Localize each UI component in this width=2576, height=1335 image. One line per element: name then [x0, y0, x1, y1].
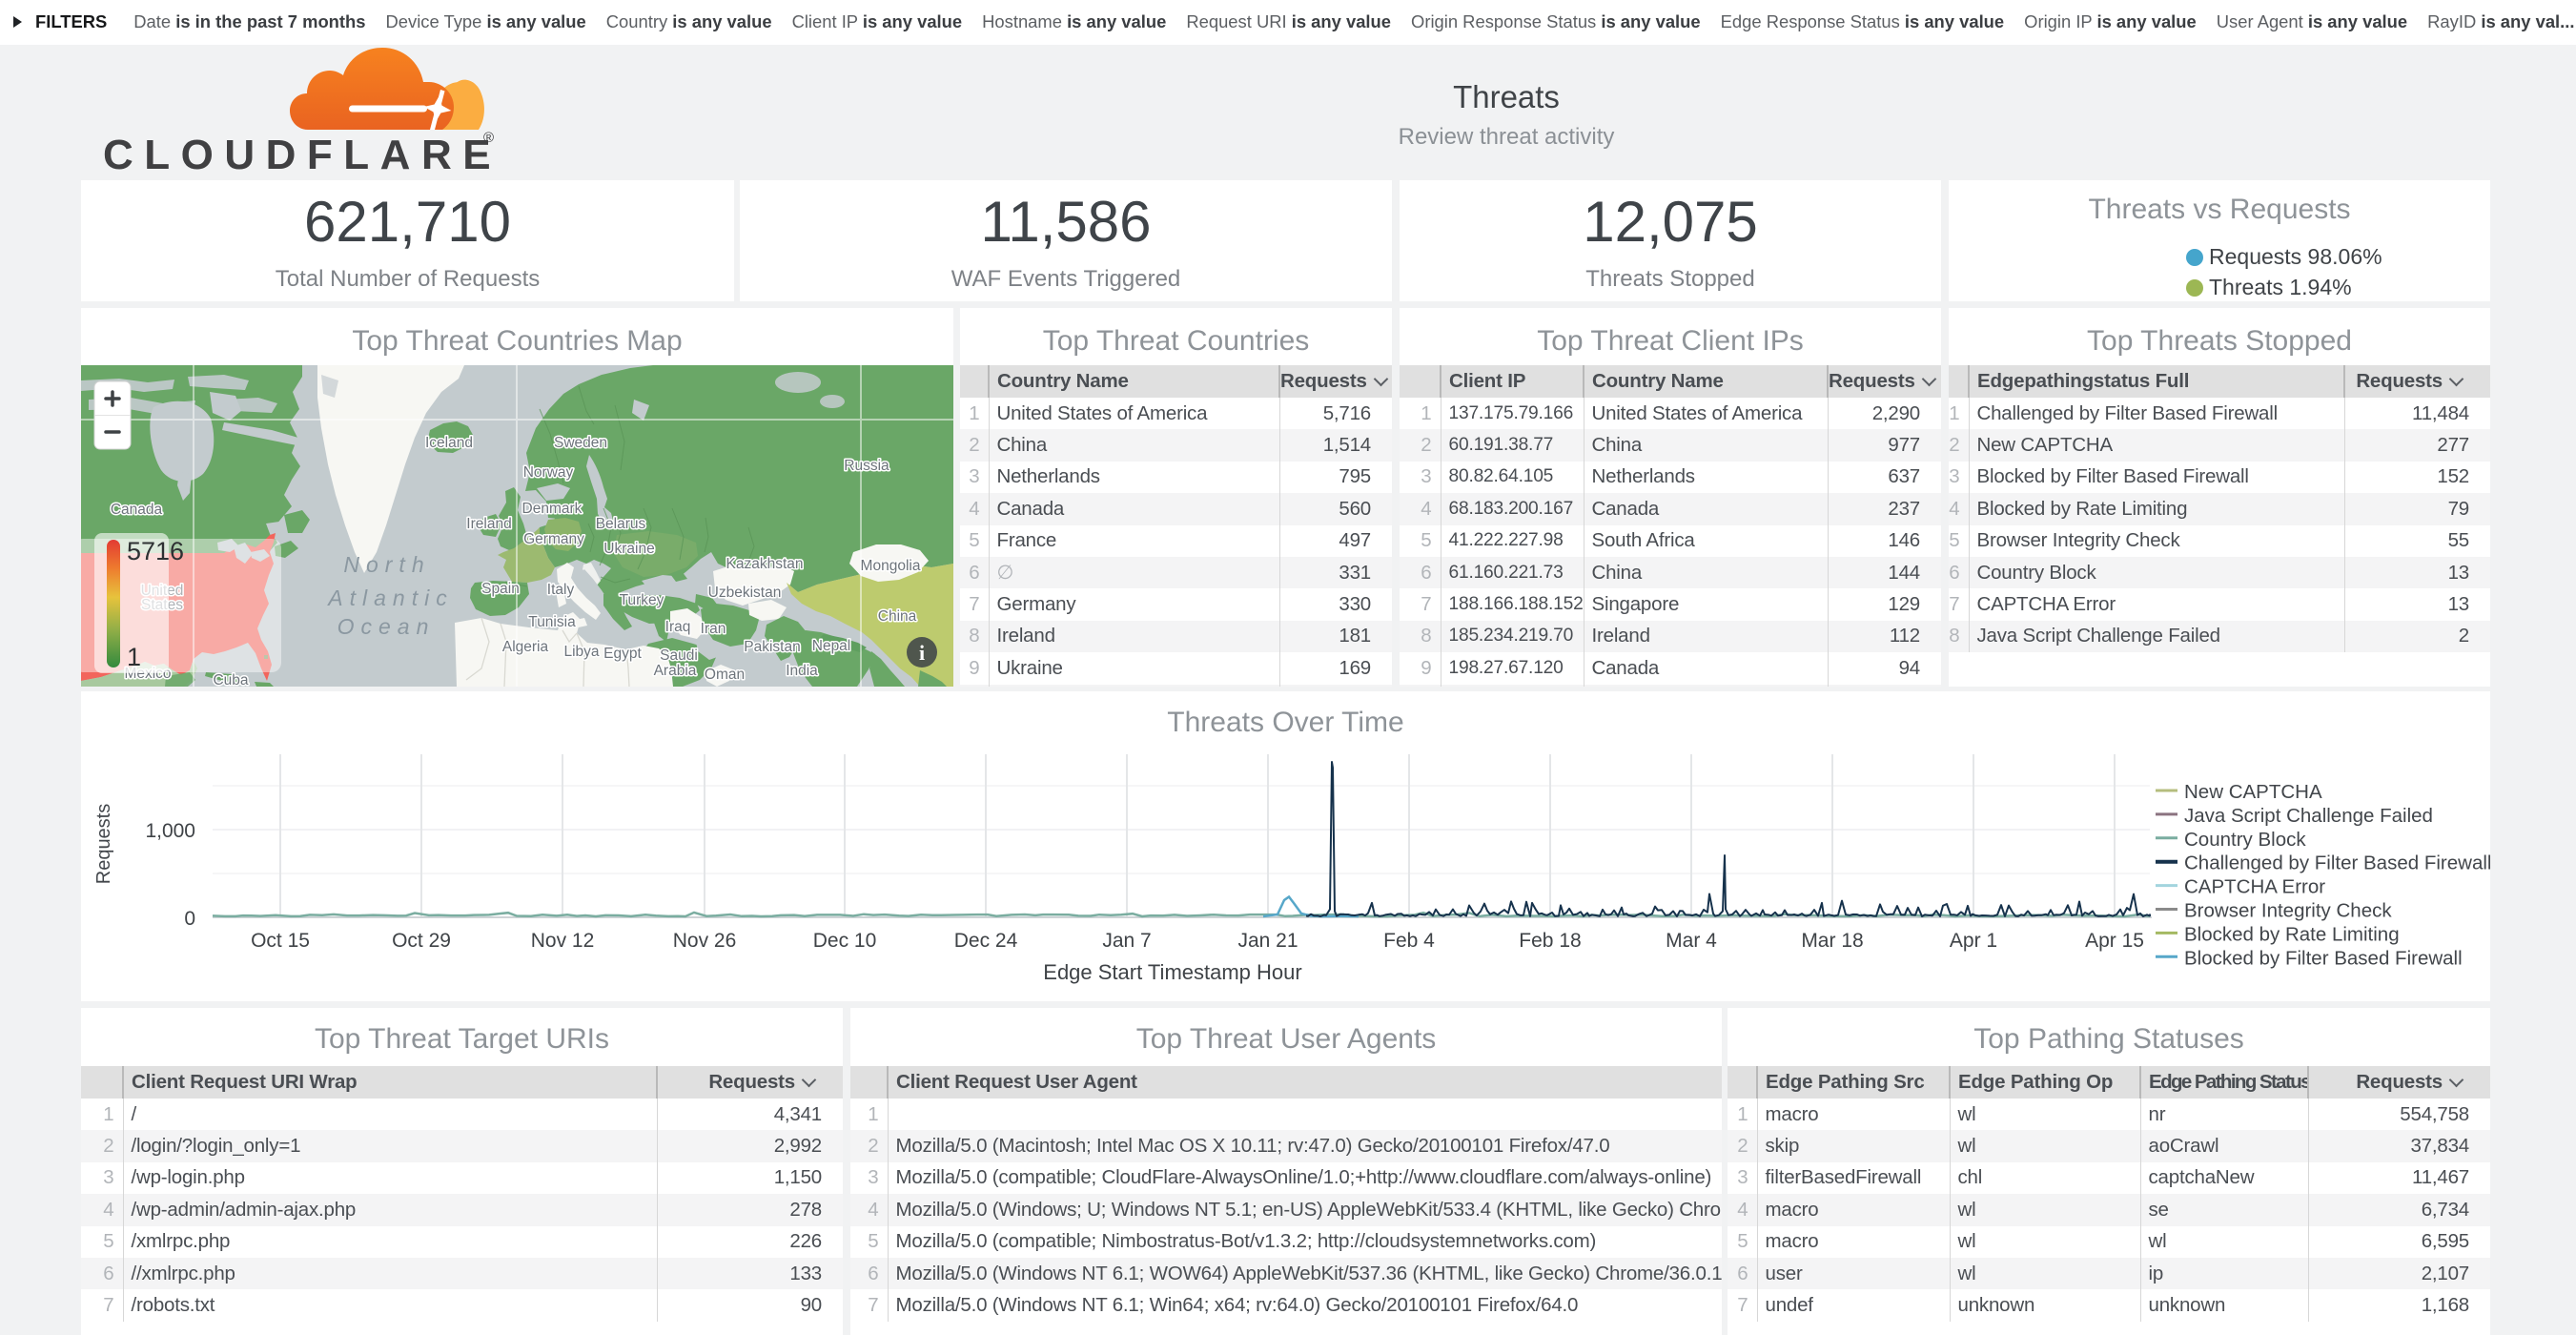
svg-text:Cuba: Cuba	[213, 672, 248, 687]
svg-text:Saudi: Saudi	[660, 647, 698, 664]
svg-text:CAPTCHA Error: CAPTCHA Error	[2184, 876, 2325, 898]
svg-text:Country Block: Country Block	[2184, 829, 2306, 851]
svg-text:Tunisia: Tunisia	[528, 614, 576, 630]
svg-text:Nov 26: Nov 26	[673, 930, 737, 952]
svg-text:Blocked by Filter Based Firewa: Blocked by Filter Based Firewall	[2184, 947, 2463, 969]
svg-text:Blocked by Rate Limiting: Blocked by Rate Limiting	[2184, 923, 2400, 945]
svg-text:Dec 10: Dec 10	[813, 930, 877, 952]
svg-text:New CAPTCHA: New CAPTCHA	[2184, 781, 2322, 803]
svg-text:Arabia: Arabia	[654, 663, 697, 679]
svg-text:Feb 4: Feb 4	[1383, 930, 1435, 952]
svg-text:Norway: Norway	[523, 464, 574, 481]
svg-text:Algeria: Algeria	[502, 639, 549, 655]
svg-text:Challenged by Filter Based Fir: Challenged by Filter Based Firewall	[2184, 852, 2490, 874]
svg-text:Nepal: Nepal	[812, 638, 851, 654]
svg-text:North: North	[343, 552, 430, 577]
svg-text:China: China	[878, 608, 917, 625]
svg-text:Jan 21: Jan 21	[1237, 930, 1298, 952]
svg-text:Dec 24: Dec 24	[954, 930, 1018, 952]
svg-text:Spain: Spain	[481, 581, 520, 597]
svg-text:Java Script Challenge Failed: Java Script Challenge Failed	[2184, 805, 2433, 827]
svg-text:5716: 5716	[127, 537, 184, 565]
svg-text:Iraq: Iraq	[665, 619, 691, 635]
svg-text:Uzbekistan: Uzbekistan	[708, 585, 782, 601]
svg-text:Ireland: Ireland	[466, 516, 511, 532]
svg-text:Turkey: Turkey	[620, 592, 664, 608]
svg-text:Requests: Requests	[93, 804, 114, 885]
svg-text:Mongolia: Mongolia	[861, 558, 921, 574]
svg-text:Feb 18: Feb 18	[1519, 930, 1581, 952]
svg-text:Germany: Germany	[523, 531, 584, 547]
svg-text:Iceland: Iceland	[425, 435, 473, 451]
svg-text:®: ®	[483, 130, 494, 146]
svg-text:Apr 15: Apr 15	[2085, 930, 2144, 952]
svg-text:Iran: Iran	[701, 621, 726, 637]
svg-text:CLOUDFLARE: CLOUDFLARE	[103, 132, 494, 175]
svg-text:Oman: Oman	[705, 667, 745, 683]
svg-text:Apr 1: Apr 1	[1950, 930, 1997, 952]
svg-text:0: 0	[184, 908, 195, 930]
svg-text:Mar 18: Mar 18	[1801, 930, 1863, 952]
svg-text:Atlantic: Atlantic	[326, 585, 453, 610]
svg-text:Ukraine: Ukraine	[603, 541, 654, 557]
svg-text:Oct 15: Oct 15	[251, 930, 310, 952]
svg-text:Pakistan: Pakistan	[744, 639, 800, 655]
svg-text:Belarus: Belarus	[596, 516, 646, 532]
svg-text:Canada: Canada	[111, 502, 163, 518]
svg-text:Nov 12: Nov 12	[531, 930, 595, 952]
svg-text:Russia: Russia	[844, 458, 889, 474]
svg-text:Egypt: Egypt	[603, 646, 642, 662]
svg-text:Denmark: Denmark	[522, 501, 583, 517]
svg-text:Mar 4: Mar 4	[1666, 930, 1717, 952]
svg-text:Oct 29: Oct 29	[392, 930, 451, 952]
svg-text:Italy: Italy	[547, 582, 575, 598]
svg-text:1,000: 1,000	[145, 820, 195, 842]
svg-text:Jan 7: Jan 7	[1102, 930, 1151, 952]
svg-text:Ocean: Ocean	[337, 614, 436, 639]
svg-text:India: India	[786, 663, 818, 679]
svg-text:Edge Start Timestamp Hour: Edge Start Timestamp Hour	[1043, 960, 1301, 984]
svg-text:i: i	[919, 641, 925, 665]
svg-text:Sweden: Sweden	[554, 435, 607, 451]
svg-text:1: 1	[127, 643, 141, 671]
svg-text:Browser Integrity Check: Browser Integrity Check	[2184, 900, 2392, 922]
svg-text:Libya: Libya	[563, 644, 599, 660]
svg-text:Kazakhstan: Kazakhstan	[726, 556, 804, 572]
